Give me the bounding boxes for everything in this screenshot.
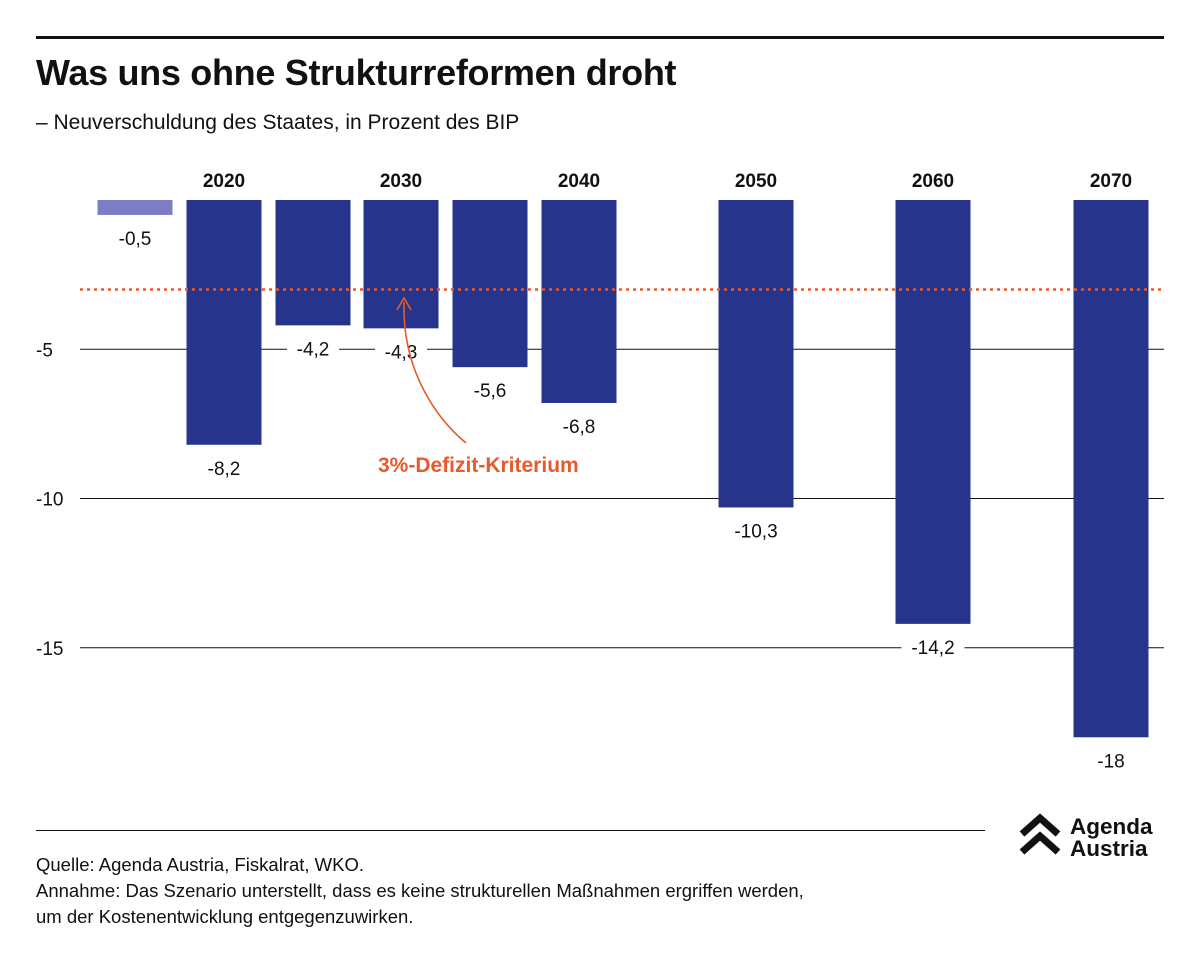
bar bbox=[541, 200, 617, 403]
annotation-arrow bbox=[403, 301, 467, 444]
x-tick-label: 2040 bbox=[558, 171, 600, 192]
y-tick-label: -10 bbox=[36, 490, 63, 511]
value-label-background bbox=[724, 519, 788, 544]
chevron-up-logo-icon bbox=[1019, 813, 1061, 855]
assumption-note-line1: Annahme: Das Szenario unterstellt, dass … bbox=[36, 880, 804, 901]
x-tick-label: 2060 bbox=[912, 171, 954, 192]
agenda-austria-logo: Agenda Austria bbox=[1018, 812, 1168, 862]
bar bbox=[452, 200, 528, 368]
value-label-background bbox=[1090, 749, 1132, 774]
annotation-arrowhead bbox=[396, 296, 412, 311]
value-label-background bbox=[901, 635, 965, 660]
y-tick-label: -15 bbox=[36, 639, 63, 660]
logo-line2: Austria bbox=[1070, 836, 1148, 861]
source-note: Quelle: Agenda Austria, Fiskalrat, WKO. bbox=[36, 854, 365, 875]
value-label: -4,3 bbox=[385, 342, 418, 363]
value-label-background bbox=[198, 456, 250, 481]
bar bbox=[363, 200, 439, 329]
bar bbox=[1073, 200, 1149, 738]
value-label: -4,2 bbox=[297, 339, 330, 360]
value-label: -10,3 bbox=[734, 521, 777, 542]
y-tick-label: -5 bbox=[36, 340, 53, 361]
value-label: -14,2 bbox=[911, 638, 954, 659]
bar bbox=[895, 200, 971, 624]
top-rule bbox=[36, 36, 1164, 39]
footer-rule bbox=[36, 830, 985, 831]
bar-chart: -5 -10 -15 -0,5 -8,2 -4,2 -4,3 -5,6 -6,8 -10,3 -14… bbox=[36, 171, 1164, 774]
chart-title: Was uns ohne Strukturreformen droht bbox=[36, 52, 677, 93]
value-label-background bbox=[375, 340, 427, 365]
value-label: -5,6 bbox=[474, 381, 507, 402]
value-label: -18 bbox=[1097, 751, 1124, 772]
logo-text: Agenda Austria bbox=[1070, 814, 1153, 861]
bar bbox=[186, 200, 262, 445]
x-tick-label: 2050 bbox=[735, 171, 777, 192]
annotation-label: 3%-Defizit-Kriterium bbox=[378, 454, 579, 477]
assumption-note-line2: um der Kostenentwicklung entgegenzuwirke… bbox=[36, 906, 414, 927]
footer: Quelle: Agenda Austria, Fiskalrat, WKO. … bbox=[36, 852, 804, 930]
logo-line1: Agenda bbox=[1070, 814, 1153, 839]
value-label-background bbox=[287, 337, 339, 362]
value-label-background bbox=[464, 379, 516, 404]
bar bbox=[275, 200, 351, 326]
bar bbox=[97, 200, 173, 215]
value-label: -6,8 bbox=[563, 417, 596, 438]
chart-subtitle: – Neuverschuldung des Staates, in Prozen… bbox=[36, 111, 520, 134]
value-label: -0,5 bbox=[119, 229, 152, 250]
bar bbox=[718, 200, 794, 508]
x-tick-label: 2020 bbox=[203, 171, 245, 192]
value-label-background bbox=[109, 226, 161, 251]
value-label-background bbox=[553, 414, 605, 439]
value-label: -8,2 bbox=[208, 459, 241, 480]
x-tick-label: 2030 bbox=[380, 171, 422, 192]
x-tick-label: 2070 bbox=[1090, 171, 1132, 192]
